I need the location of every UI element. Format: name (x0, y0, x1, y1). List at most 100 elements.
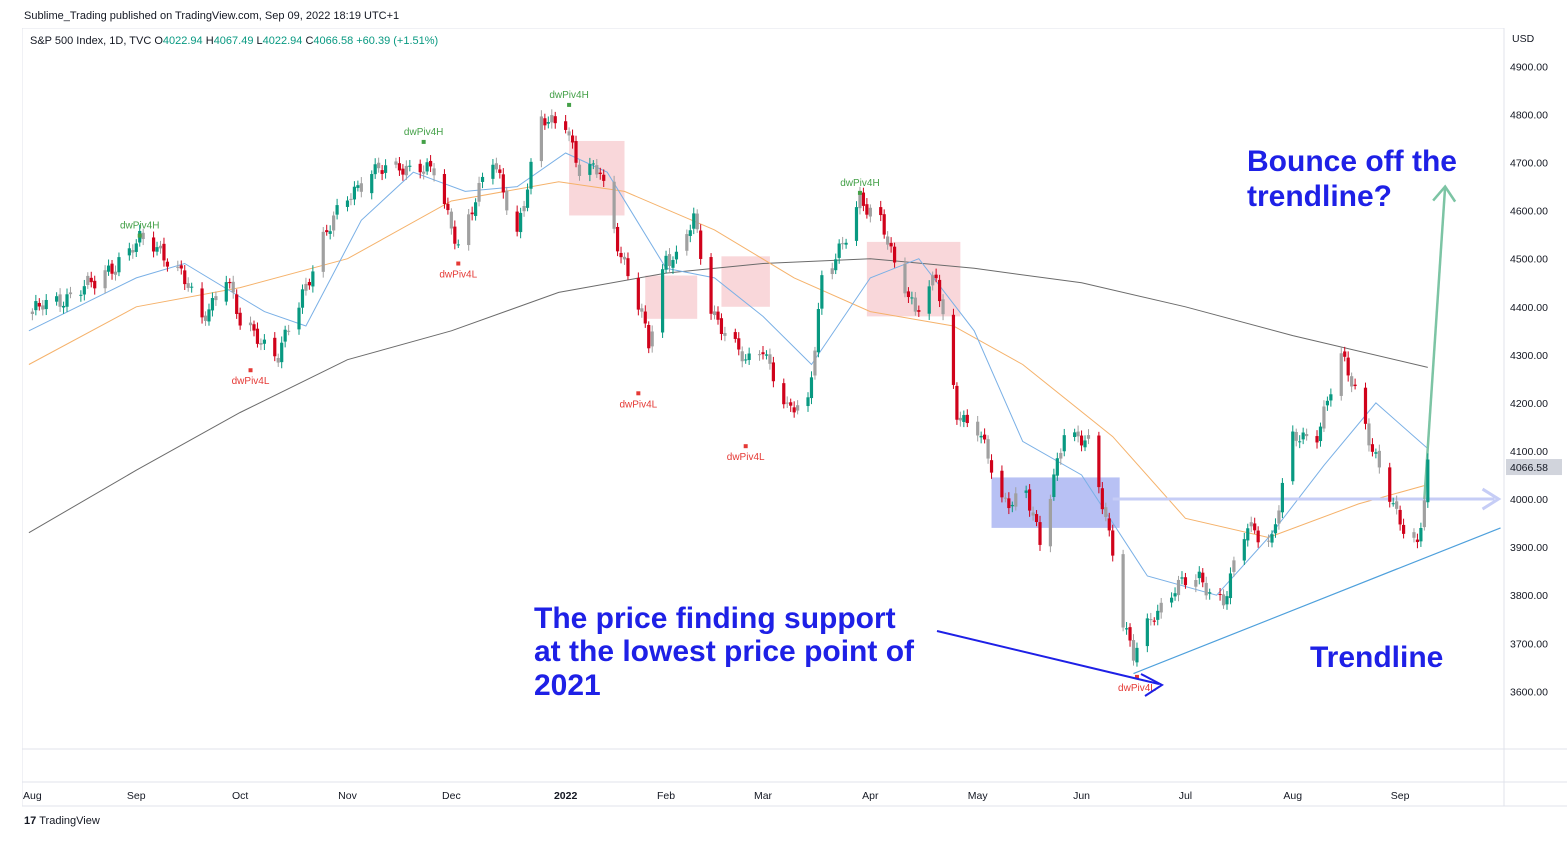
candle-body (82, 286, 86, 295)
candle-body (612, 181, 616, 229)
candle-body (470, 212, 474, 215)
support-arrowhead (1140, 673, 1164, 697)
candle-body (228, 281, 232, 284)
candle-body (41, 305, 45, 310)
candle-body (1305, 433, 1309, 437)
candle-body (564, 121, 568, 130)
candle-body (844, 242, 848, 245)
candle-body (1249, 522, 1253, 527)
time-tick-label: May (968, 790, 989, 802)
candle-body (1107, 518, 1111, 531)
candle-body (764, 354, 769, 356)
candle-body (110, 263, 114, 274)
pivot-label: dwPiv4H (840, 178, 879, 189)
pivot-marker (743, 444, 748, 449)
candle-body (723, 332, 727, 336)
pivot-marker (421, 139, 426, 144)
price-tick-label: 4000.00 (1510, 494, 1548, 506)
candle-body (68, 292, 73, 295)
time-tick-label: Dec (442, 790, 461, 802)
candle-body (965, 414, 969, 424)
candle-body (1318, 426, 1323, 442)
candle-body (259, 343, 263, 345)
candle-body (747, 353, 751, 360)
candle-body (882, 214, 886, 235)
candle-body (287, 330, 291, 332)
candle-body (1422, 500, 1426, 528)
candle-body (1149, 619, 1153, 621)
candle-body (979, 435, 983, 438)
candle-body (1291, 431, 1295, 482)
candle-body (768, 354, 772, 364)
pivot-marker (1134, 674, 1139, 679)
tradingview-logo-icon: 17 (24, 815, 37, 827)
candle-body (1052, 474, 1056, 498)
candle-body (719, 318, 724, 334)
candle-body (1301, 432, 1305, 440)
candle-body (1152, 620, 1156, 622)
candle-body (1412, 532, 1416, 538)
candle-body (1353, 384, 1357, 387)
candle-body (1415, 539, 1420, 543)
candle-body (134, 243, 138, 252)
candle-body (44, 299, 48, 310)
price-tick-label: 4400.00 (1510, 302, 1548, 314)
ohlc-open: 4022.94 (162, 35, 203, 47)
annotation-support-line-2: at the lowest price point of (534, 635, 915, 668)
candle-body (297, 307, 301, 330)
candle-body (1377, 450, 1381, 468)
candle-body (1266, 540, 1271, 542)
candle-body (1225, 596, 1229, 605)
candle-body (813, 350, 817, 376)
pivot-marker (857, 190, 862, 195)
ohlc-close-label: C (305, 35, 314, 47)
candle-body (304, 283, 308, 291)
candle-body (165, 261, 170, 267)
candle-body (1242, 539, 1246, 561)
candle-body (806, 397, 810, 407)
tradingview-brand[interactable]: 17 TradingView (24, 815, 100, 827)
candle-body (200, 288, 204, 318)
candle-body (1097, 435, 1101, 488)
candle-body (1374, 452, 1378, 454)
candle-body (408, 165, 412, 167)
candle-body (79, 294, 83, 296)
candle-body (699, 230, 703, 259)
bounce-arrowhead (1432, 184, 1457, 203)
price-tick-label: 4900.00 (1510, 61, 1548, 73)
candle-body (1007, 498, 1011, 509)
candle-body (733, 332, 737, 339)
ohlc-open-label: O (154, 35, 163, 47)
candle-body (913, 297, 917, 312)
candle-body (692, 213, 696, 229)
price-chart[interactable]: USD dwPiv4H dwPiv4L dwPiv4H dwPiv4L dwPiv4H d… (22, 28, 1567, 808)
candle-body (785, 402, 789, 404)
candle-body (650, 331, 654, 347)
candle-body (505, 190, 509, 211)
candle-body (782, 383, 786, 405)
candle-body (1010, 504, 1014, 507)
pivot-label: dwPiv4L (619, 399, 657, 410)
candle-body (1363, 387, 1368, 424)
candle-body (456, 244, 460, 246)
candle-body (1294, 432, 1298, 441)
candle-body (1062, 435, 1066, 452)
highlight-zone (866, 241, 961, 317)
candle-body (588, 164, 592, 175)
candle-body (712, 311, 717, 316)
candle-body (86, 275, 90, 285)
candle-body (525, 189, 530, 208)
ohlc-high: 4067.49 (213, 35, 254, 47)
candle-body (958, 417, 962, 421)
annotation-trendline-label: Trendline (1310, 641, 1443, 674)
candle-body (214, 296, 218, 301)
candle-body (1038, 522, 1042, 545)
candle-body (37, 302, 41, 307)
candle-body (1395, 501, 1399, 509)
candle-body (1228, 573, 1233, 599)
candle-body (158, 245, 163, 249)
candle-body (1391, 503, 1395, 505)
ohlc-low-label: L (256, 35, 263, 47)
candle-body (325, 230, 329, 233)
candle-body (570, 135, 575, 143)
